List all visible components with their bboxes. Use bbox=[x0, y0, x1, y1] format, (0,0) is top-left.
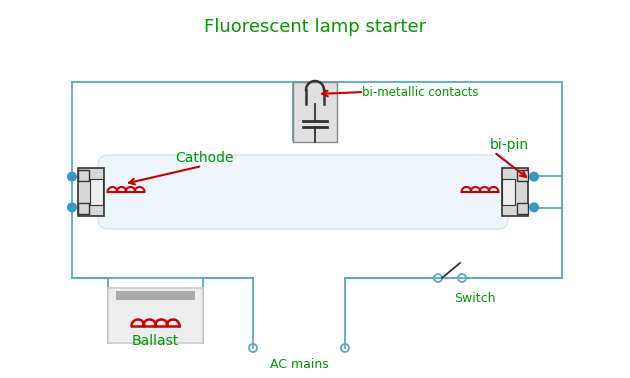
Text: Fluorescent lamp starter: Fluorescent lamp starter bbox=[204, 18, 426, 36]
Bar bbox=[502, 179, 515, 205]
Bar bbox=[293, 82, 337, 142]
Text: Ballast: Ballast bbox=[132, 334, 179, 348]
Bar bbox=[517, 170, 528, 181]
Text: bi-metallic contacts: bi-metallic contacts bbox=[362, 85, 479, 99]
Bar bbox=[116, 291, 195, 300]
Circle shape bbox=[67, 172, 77, 182]
Circle shape bbox=[529, 172, 539, 182]
Bar bbox=[517, 203, 528, 214]
Bar bbox=[502, 168, 528, 216]
Bar bbox=[108, 288, 203, 343]
Circle shape bbox=[67, 202, 77, 212]
Text: bi-pin: bi-pin bbox=[490, 138, 529, 152]
Bar bbox=[78, 203, 89, 214]
Bar bbox=[89, 179, 103, 205]
Bar bbox=[78, 168, 104, 216]
Bar bbox=[78, 170, 89, 181]
Text: AC mains: AC mains bbox=[270, 358, 328, 371]
FancyBboxPatch shape bbox=[98, 155, 508, 229]
Circle shape bbox=[529, 202, 539, 212]
Text: Cathode: Cathode bbox=[175, 151, 234, 165]
Text: Switch: Switch bbox=[454, 292, 496, 305]
